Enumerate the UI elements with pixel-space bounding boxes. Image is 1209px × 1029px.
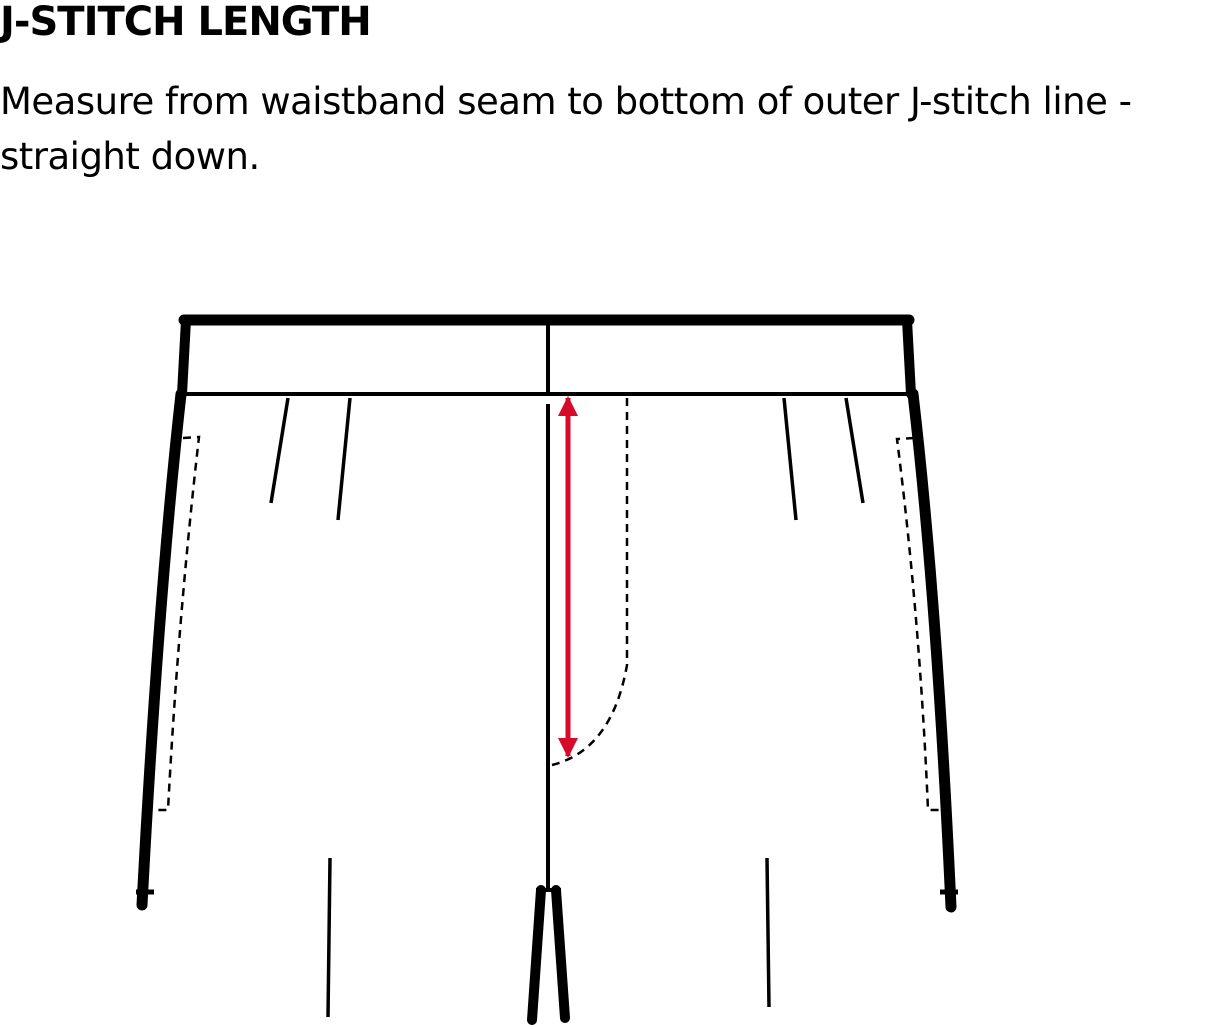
right-pocket-stitch	[895, 436, 944, 812]
left-crease-line	[326, 857, 332, 1018]
left-pocket-stitch	[152, 435, 201, 812]
left-inseam	[527, 885, 546, 1025]
right-side-seam	[907, 388, 957, 913]
page-title: J-STITCH LENGTH	[0, 0, 372, 45]
j-stitch-line	[551, 398, 629, 767]
waistband-right-edge	[902, 315, 916, 399]
waistband-left-edge	[177, 315, 191, 399]
right-pleat-outer	[844, 397, 865, 504]
measurement-instruction: Measure from waistband seam to bottom of…	[0, 80, 1132, 178]
right-pleat-inner	[782, 397, 798, 521]
right-inseam	[551, 885, 570, 1023]
left-pleat-outer	[269, 397, 290, 504]
left-pleat-inner	[336, 397, 352, 521]
left-side-seam	[136, 388, 187, 911]
waistband	[177, 314, 916, 399]
right-crease-line	[765, 857, 771, 1008]
